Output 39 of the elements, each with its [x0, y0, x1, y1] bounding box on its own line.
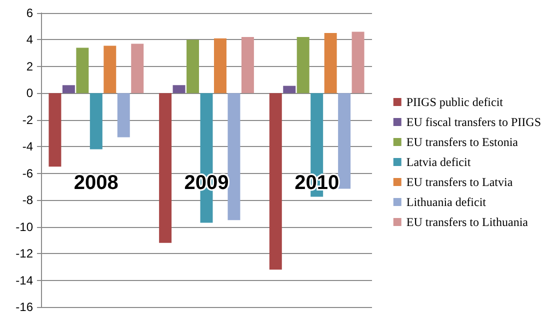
- bar: [48, 93, 62, 167]
- bar: [228, 93, 240, 220]
- legend-label: EU transfers to Estonia: [406, 135, 519, 149]
- bar: [324, 33, 337, 94]
- bar: [283, 86, 296, 94]
- bar: [338, 93, 351, 189]
- y-tick-label: -8: [22, 193, 34, 208]
- legend-label: Lithuania deficit: [406, 195, 487, 209]
- bar: [131, 44, 144, 94]
- bar: [296, 37, 310, 94]
- y-tick-label: -10: [16, 220, 34, 234]
- legend-label: EU fiscal transfers to PIIGS: [406, 115, 542, 129]
- bar: [159, 93, 172, 243]
- bar: [352, 32, 364, 94]
- bar: [241, 37, 254, 94]
- bar: [117, 93, 130, 138]
- y-tick-label: -16: [16, 300, 34, 314]
- y-tick-label: 2: [26, 59, 34, 74]
- y-tick-label: -4: [22, 140, 34, 154]
- legend-label: EU transfers to Lithuania: [406, 215, 529, 229]
- bar: [90, 93, 102, 150]
- x-tick-label: 2008: [74, 172, 118, 194]
- legend-label: Latvia deficit: [406, 155, 472, 169]
- bar: [104, 46, 116, 94]
- y-tick-label: -12: [16, 246, 34, 261]
- bar: [214, 38, 226, 94]
- bar: [172, 85, 186, 94]
- legend-label: PIIGS public deficit: [406, 95, 504, 109]
- y-tick-label: 6: [26, 6, 34, 20]
- y-tick-label: -14: [16, 273, 34, 288]
- legend-label: EU transfers to Latvia: [406, 175, 514, 189]
- bar: [186, 40, 200, 94]
- bar: [76, 48, 89, 94]
- y-tick-label: -6: [22, 166, 34, 180]
- y-tick-label: 4: [26, 32, 34, 47]
- y-tick-label: -2: [22, 112, 34, 127]
- bar: [62, 85, 75, 94]
- bar: [269, 93, 282, 270]
- y-tick-label: 0: [26, 86, 34, 100]
